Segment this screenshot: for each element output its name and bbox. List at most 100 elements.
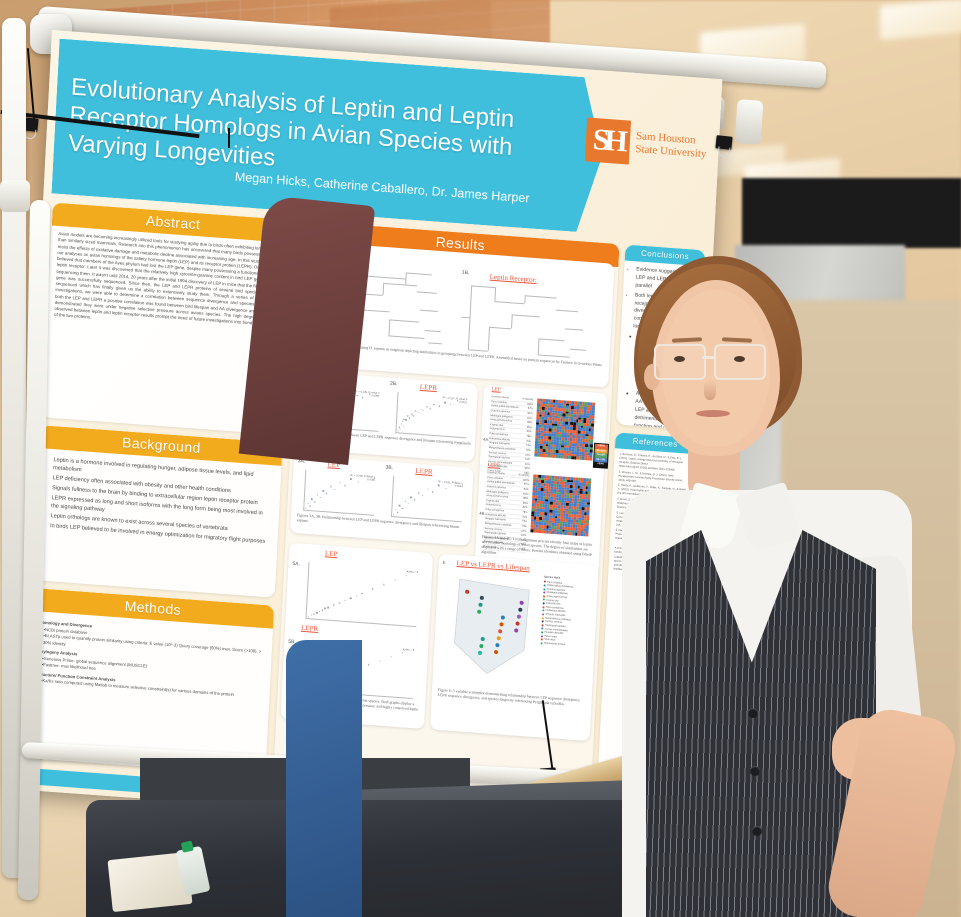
data-point-3d bbox=[494, 650, 499, 655]
data-point-3d bbox=[478, 602, 483, 607]
data-point bbox=[307, 502, 309, 505]
data-point bbox=[401, 652, 404, 654]
data-point bbox=[313, 613, 315, 615]
heatmap-lep bbox=[534, 398, 596, 461]
figure-3b-label: 3B. bbox=[385, 464, 394, 472]
data-point-3d bbox=[519, 600, 524, 605]
data-point-3d bbox=[480, 637, 485, 642]
data-point bbox=[401, 420, 404, 422]
data-point-3d bbox=[479, 643, 484, 648]
data-point-3d bbox=[495, 643, 500, 648]
data-point bbox=[324, 607, 326, 610]
foreground-blue-sleeve bbox=[286, 640, 362, 917]
data-point bbox=[383, 584, 385, 586]
dark-ceiling-band bbox=[742, 178, 961, 248]
data-point bbox=[404, 500, 407, 503]
figure-3b-title: LEPR bbox=[415, 466, 433, 476]
data-point bbox=[311, 498, 313, 500]
data-point bbox=[427, 488, 429, 490]
figure-6-scatter3d bbox=[454, 578, 530, 674]
research-poster[interactable]: Evolutionary Analysis of Leptin and Lept… bbox=[12, 30, 723, 839]
figure-6-card: LEP vs LEPR vs Lifespan 6. Species Name P… bbox=[429, 553, 599, 742]
data-point-3d bbox=[477, 650, 482, 655]
figure-6-legend: Species Name Pavo cristatus Gallus gallus … bbox=[540, 575, 596, 648]
pvc-joint bbox=[0, 180, 30, 212]
data-point bbox=[429, 407, 431, 410]
data-point bbox=[401, 507, 404, 509]
data-point bbox=[400, 423, 402, 425]
figure-6-label: 6. bbox=[442, 559, 447, 566]
binder-clip[interactable] bbox=[715, 135, 733, 150]
figure-3b-plot: R² = 0.191, P-value = 0.0240 bbox=[390, 476, 464, 523]
figure-2b-title: LEPR bbox=[419, 382, 438, 393]
data-point bbox=[413, 499, 416, 501]
data-point bbox=[379, 660, 381, 662]
lens-right bbox=[714, 344, 766, 380]
presenter bbox=[600, 238, 961, 917]
figure-6-title: LEP vs LEPR vs Lifespan bbox=[456, 558, 530, 573]
university-logo: SH Sam Houston State University bbox=[584, 117, 708, 170]
figure-4-card: LEP 4A. Common Name% Identity Pavo crista… bbox=[474, 384, 610, 580]
heatmap-lepr bbox=[530, 474, 592, 537]
phylogenetic-tree-lepr bbox=[460, 281, 603, 363]
data-point bbox=[394, 579, 397, 581]
data-point bbox=[334, 488, 336, 491]
data-point bbox=[405, 419, 407, 421]
vest-button bbox=[752, 826, 762, 836]
data-point-3d bbox=[518, 607, 523, 612]
data-point bbox=[408, 417, 411, 419]
data-point bbox=[422, 495, 424, 497]
figure-5a-plot: Ka/Ks < 1 bbox=[305, 562, 420, 628]
data-point bbox=[397, 429, 399, 432]
data-point bbox=[325, 492, 328, 495]
data-point bbox=[407, 503, 409, 505]
data-point bbox=[433, 403, 435, 406]
plot-annotation: Ka/Ks < 1 bbox=[406, 570, 419, 575]
data-point bbox=[372, 588, 374, 590]
data-point bbox=[398, 504, 401, 507]
data-point bbox=[410, 496, 412, 499]
data-point bbox=[318, 610, 321, 613]
ear bbox=[644, 364, 660, 390]
data-point-3d bbox=[465, 589, 470, 594]
data-point bbox=[310, 614, 312, 616]
data-point-3d bbox=[515, 621, 520, 626]
data-point-3d bbox=[498, 629, 503, 634]
data-point bbox=[319, 496, 321, 499]
figure-4b-title: LEPR bbox=[487, 463, 501, 469]
data-point bbox=[339, 482, 341, 484]
data-point bbox=[393, 513, 395, 516]
pvc-joint bbox=[734, 99, 764, 145]
data-point bbox=[344, 599, 346, 602]
data-point-3d bbox=[477, 609, 482, 614]
mouth bbox=[696, 410, 730, 417]
heatmap-cell bbox=[589, 457, 593, 461]
data-point bbox=[305, 507, 307, 509]
figure-3-card: 3A. LEP 3B. LEPR R² = 0.208, P-value = 0… bbox=[290, 454, 474, 546]
background-bullet-list: Leptin is a hormone involved in regulati… bbox=[50, 456, 274, 547]
data-point bbox=[422, 410, 424, 412]
data-point bbox=[322, 490, 324, 492]
data-point bbox=[395, 509, 397, 511]
data-point-3d bbox=[496, 636, 501, 641]
data-point bbox=[338, 602, 341, 604]
data-point bbox=[316, 494, 319, 496]
data-point bbox=[399, 427, 401, 430]
data-point bbox=[438, 405, 441, 408]
plot-annotation: R² = 0.191, P-value = 0.0240 bbox=[438, 480, 463, 489]
data-point bbox=[405, 575, 408, 577]
data-point bbox=[332, 604, 335, 606]
vest-button bbox=[750, 766, 760, 776]
figure-3a-plot: R² = 0.208, P-value = 0.0185 bbox=[303, 469, 377, 516]
data-point bbox=[368, 663, 370, 666]
heatmap-cell bbox=[585, 533, 589, 537]
data-point bbox=[307, 615, 310, 618]
figure-2b-plot: R² = 0.237, P-value = 0.0110 bbox=[395, 392, 469, 439]
figure-2b-label: 2B. bbox=[389, 380, 398, 388]
data-point bbox=[396, 511, 399, 514]
figure-6-caption: Figure 6: 3 variable scatterplot demonst… bbox=[437, 687, 581, 707]
plot-annotation: Ka/Ks < 1 bbox=[402, 648, 415, 653]
data-point bbox=[417, 411, 419, 414]
face bbox=[662, 290, 770, 446]
